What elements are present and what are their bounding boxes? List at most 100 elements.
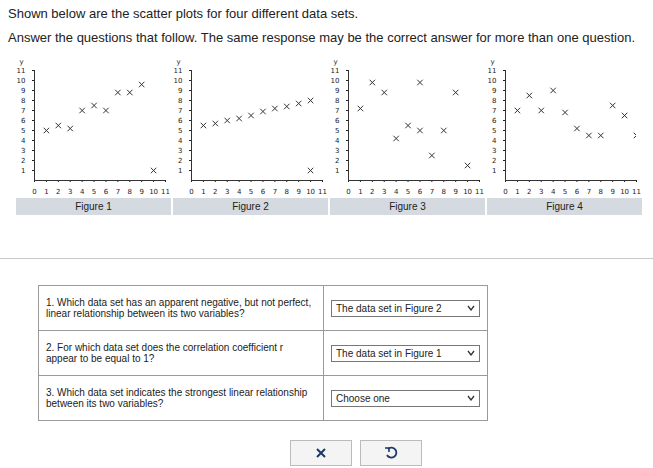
svg-text:11: 11	[318, 188, 327, 196]
svg-text:4: 4	[178, 137, 183, 145]
svg-text:2: 2	[335, 157, 339, 165]
svg-text:4: 4	[394, 188, 399, 196]
svg-text:5: 5	[492, 127, 496, 135]
svg-text:11: 11	[174, 67, 183, 75]
svg-text:10: 10	[174, 77, 183, 85]
svg-text:1: 1	[335, 167, 339, 175]
svg-text:8: 8	[442, 188, 446, 196]
svg-text:8: 8	[285, 188, 289, 196]
svg-text:2: 2	[492, 157, 496, 165]
svg-text:3: 3	[382, 188, 386, 196]
svg-text:5: 5	[406, 188, 410, 196]
svg-text:1: 1	[358, 188, 362, 196]
svg-text:6: 6	[335, 117, 340, 125]
svg-text:6: 6	[492, 117, 497, 125]
svg-text:4: 4	[21, 137, 26, 145]
svg-text:6: 6	[261, 188, 266, 196]
svg-text:y: y	[177, 58, 181, 66]
svg-text:4: 4	[551, 188, 556, 196]
svg-text:3: 3	[492, 147, 496, 155]
svg-text:9: 9	[453, 188, 457, 196]
svg-text:7: 7	[430, 188, 434, 196]
svg-text:10: 10	[620, 188, 629, 196]
svg-text:7: 7	[21, 107, 25, 115]
svg-text:7: 7	[273, 188, 277, 196]
svg-text:2: 2	[178, 157, 182, 165]
svg-text:6: 6	[21, 117, 26, 125]
svg-text:8: 8	[21, 97, 25, 105]
svg-text:6: 6	[178, 117, 183, 125]
svg-text:9: 9	[492, 87, 496, 95]
svg-text:10: 10	[17, 77, 26, 85]
svg-text:y: y	[20, 58, 24, 66]
svg-text:11: 11	[161, 188, 170, 196]
svg-text:1: 1	[201, 188, 205, 196]
svg-text:y: y	[334, 58, 338, 66]
svg-text:8: 8	[335, 97, 339, 105]
svg-text:5: 5	[92, 188, 96, 196]
svg-text:10: 10	[488, 77, 497, 85]
svg-text:4: 4	[492, 137, 497, 145]
svg-text:4: 4	[80, 188, 85, 196]
svg-text:2: 2	[213, 188, 217, 196]
html-text:1. Which data set has an appar: 1. Which data set has an apparent negati…	[46, 297, 312, 319]
svg-text:1: 1	[515, 188, 519, 196]
svg-text:1: 1	[44, 188, 48, 196]
svg-text:11: 11	[475, 188, 484, 196]
svg-text:8: 8	[178, 97, 182, 105]
svg-text:10: 10	[306, 188, 315, 196]
svg-text:8: 8	[599, 188, 603, 196]
svg-text:0: 0	[346, 188, 350, 196]
svg-text:10: 10	[331, 77, 340, 85]
svg-text:3: 3	[178, 147, 182, 155]
svg-text:9: 9	[178, 87, 182, 95]
html-text:2. For which data set does the: 2. For which data set does the correlati…	[46, 342, 284, 364]
svg-text:y: y	[491, 58, 495, 66]
svg-text:9: 9	[610, 188, 614, 196]
svg-text:2: 2	[56, 188, 60, 196]
svg-text:9: 9	[296, 188, 300, 196]
svg-text:2: 2	[21, 157, 25, 165]
svg-text:4: 4	[237, 188, 242, 196]
svg-text:0: 0	[32, 188, 36, 196]
svg-text:3: 3	[68, 188, 72, 196]
svg-text:3: 3	[225, 188, 229, 196]
svg-text:0: 0	[189, 188, 193, 196]
svg-text:7: 7	[335, 107, 339, 115]
svg-text:2: 2	[527, 188, 531, 196]
svg-text:4: 4	[335, 137, 340, 145]
svg-text:0: 0	[503, 188, 507, 196]
svg-text:7: 7	[178, 107, 182, 115]
html-text:Shown below are the scatter pl: Shown below are the scatter plots for fo…	[8, 6, 359, 21]
svg-text:7: 7	[492, 107, 496, 115]
svg-text:3: 3	[335, 147, 339, 155]
svg-text:9: 9	[335, 87, 339, 95]
svg-text:5: 5	[21, 127, 25, 135]
svg-text:1: 1	[21, 167, 25, 175]
svg-text:7: 7	[587, 188, 591, 196]
svg-text:6: 6	[575, 188, 580, 196]
html-text:3. Which data set indicates th: 3. Which data set indicates the stronges…	[46, 387, 308, 409]
svg-text:1: 1	[178, 167, 182, 175]
svg-text:11: 11	[632, 188, 641, 196]
svg-text:7: 7	[116, 188, 120, 196]
svg-text:6: 6	[418, 188, 423, 196]
svg-text:11: 11	[331, 67, 340, 75]
svg-text:6: 6	[104, 188, 109, 196]
svg-text:2: 2	[370, 188, 374, 196]
svg-text:5: 5	[335, 127, 339, 135]
svg-text:5: 5	[249, 188, 253, 196]
svg-text:8: 8	[128, 188, 132, 196]
svg-text:5: 5	[178, 127, 182, 135]
svg-text:3: 3	[539, 188, 543, 196]
svg-text:3: 3	[21, 147, 25, 155]
svg-text:8: 8	[492, 97, 496, 105]
svg-text:11: 11	[488, 67, 497, 75]
svg-text:9: 9	[139, 188, 143, 196]
svg-text:10: 10	[149, 188, 158, 196]
svg-text:11: 11	[17, 67, 26, 75]
svg-text:5: 5	[563, 188, 567, 196]
svg-text:9: 9	[21, 87, 25, 95]
svg-text:10: 10	[463, 188, 472, 196]
svg-text:1: 1	[492, 167, 496, 175]
